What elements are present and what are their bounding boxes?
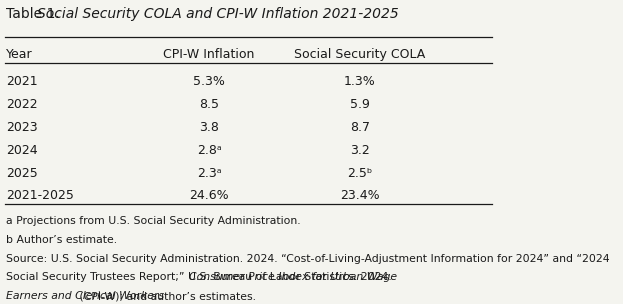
Text: 1.3%: 1.3% (344, 75, 376, 88)
Text: 3.8: 3.8 (199, 121, 219, 134)
Text: 2024: 2024 (6, 144, 38, 157)
Text: 2.5ᵇ: 2.5ᵇ (348, 167, 373, 180)
Text: Earners and Clerical Workers: Earners and Clerical Workers (6, 291, 164, 301)
Text: 5.9: 5.9 (350, 98, 370, 111)
Text: 24.6%: 24.6% (189, 189, 229, 202)
Text: Social Security COLA and CPI-W Inflation 2021-2025: Social Security COLA and CPI-W Inflation… (37, 7, 399, 21)
Text: 2023: 2023 (6, 121, 38, 134)
Text: 2.8ᵃ: 2.8ᵃ (197, 144, 222, 157)
Text: b Author’s estimate.: b Author’s estimate. (6, 235, 118, 245)
Text: a Projections from U.S. Social Security Administration.: a Projections from U.S. Social Security … (6, 216, 301, 226)
Text: (CPI-W); and author’s estimates.: (CPI-W); and author’s estimates. (76, 291, 256, 301)
Text: 2021-2025: 2021-2025 (6, 189, 74, 202)
Text: Social Security Trustees Report;” U.S. Bureau of Labor Statistics. 2024.: Social Security Trustees Report;” U.S. B… (6, 272, 396, 282)
Text: 2022: 2022 (6, 98, 38, 111)
Text: 3.2: 3.2 (350, 144, 370, 157)
Text: 2025: 2025 (6, 167, 38, 180)
Text: CPI-W Inflation: CPI-W Inflation (163, 48, 255, 61)
Text: 8.7: 8.7 (350, 121, 370, 134)
Text: Social Security COLA: Social Security COLA (294, 48, 426, 61)
Text: 8.5: 8.5 (199, 98, 219, 111)
Text: Table 1.: Table 1. (6, 7, 64, 21)
Text: Source: U.S. Social Security Administration. 2024. “Cost-of-Living-Adjustment In: Source: U.S. Social Security Administrat… (6, 254, 610, 264)
Text: Year: Year (6, 48, 33, 61)
Text: 23.4%: 23.4% (340, 189, 380, 202)
Text: Consumer Price Index for Urban Wage: Consumer Price Index for Urban Wage (189, 272, 397, 282)
Text: 2.3ᵃ: 2.3ᵃ (197, 167, 221, 180)
Text: 5.3%: 5.3% (193, 75, 225, 88)
Text: 2021: 2021 (6, 75, 38, 88)
